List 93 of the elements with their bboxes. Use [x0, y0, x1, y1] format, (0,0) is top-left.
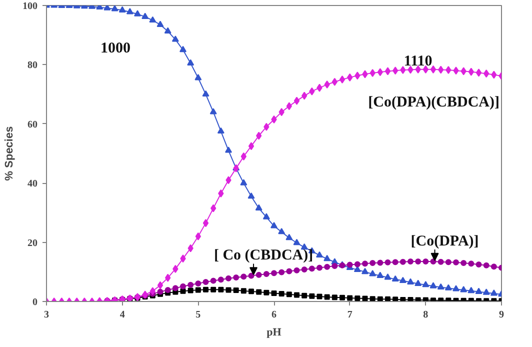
x-tick-label: 4 [120, 310, 125, 320]
point [286, 292, 292, 298]
point [332, 262, 338, 269]
x-tick-label: 5 [196, 310, 201, 320]
point [408, 258, 414, 265]
x-tick-label: 9 [499, 310, 504, 320]
point [324, 264, 330, 270]
annotation: [ Co (CBDCA)] [214, 248, 314, 264]
point [271, 270, 277, 276]
point [294, 267, 300, 274]
point [445, 259, 452, 266]
point [468, 260, 474, 267]
point [453, 259, 459, 266]
y-tick-label: 40 [28, 178, 38, 190]
point [233, 288, 239, 293]
y-tick-label: 100 [22, 1, 38, 12]
x-tick-label: 7 [347, 310, 352, 320]
point [370, 296, 376, 302]
point [164, 286, 171, 293]
x-axis-title: pH [266, 326, 282, 338]
point [316, 264, 322, 271]
point [384, 259, 391, 266]
point [248, 288, 254, 294]
point [422, 258, 429, 265]
point [202, 278, 209, 285]
annotation: [Co(DPA)(CBDCA)] [368, 94, 500, 110]
point [195, 280, 202, 286]
point [278, 291, 284, 297]
point [248, 272, 254, 279]
point [400, 258, 406, 265]
y-tick-label: 20 [28, 238, 38, 249]
series-label: 1000 [100, 40, 130, 56]
point [226, 287, 232, 293]
point [256, 289, 262, 295]
point [240, 274, 247, 280]
point [180, 288, 186, 294]
x-tick-label: 8 [423, 310, 428, 320]
point [408, 296, 414, 302]
point [340, 294, 345, 300]
point [415, 258, 422, 265]
y-tick-label: 80 [28, 60, 38, 72]
point [157, 288, 164, 295]
point [483, 262, 490, 268]
point [354, 295, 360, 301]
point [476, 262, 482, 268]
annotation: [Co(DPA)] [410, 234, 479, 250]
point [180, 283, 186, 290]
point [264, 290, 270, 296]
point [226, 275, 232, 282]
point [195, 287, 201, 293]
y-axis-title: % Species [4, 126, 16, 181]
point [316, 294, 322, 300]
point [460, 260, 467, 266]
point [362, 296, 368, 302]
series-label: 1110 [404, 53, 432, 70]
point [377, 296, 383, 302]
point [332, 294, 338, 300]
point [294, 292, 300, 298]
point [271, 290, 277, 296]
point [233, 274, 240, 281]
point [400, 296, 406, 302]
point [188, 288, 194, 294]
point [308, 266, 315, 272]
point [203, 286, 208, 292]
point [301, 266, 308, 273]
point [309, 293, 315, 299]
point [210, 278, 216, 284]
point [210, 286, 216, 292]
point [490, 264, 497, 270]
point [263, 270, 270, 277]
point [218, 286, 224, 292]
point [256, 272, 262, 278]
x-tick-label: 3 [44, 310, 49, 320]
point [347, 295, 353, 301]
point [362, 260, 368, 267]
point [392, 259, 398, 266]
point [188, 282, 194, 288]
point [377, 260, 384, 266]
point [218, 276, 224, 283]
point [438, 258, 444, 265]
point [354, 261, 360, 268]
point [392, 296, 398, 302]
point [240, 288, 246, 294]
point [302, 292, 308, 298]
point [324, 294, 330, 300]
x-tick-label: 6 [272, 310, 276, 320]
point [278, 269, 285, 276]
y-tick-label: 60 [28, 119, 38, 130]
point [370, 260, 376, 266]
y-tick-label: 0 [32, 297, 38, 308]
point [286, 268, 292, 274]
point [172, 285, 178, 292]
point [385, 296, 390, 302]
